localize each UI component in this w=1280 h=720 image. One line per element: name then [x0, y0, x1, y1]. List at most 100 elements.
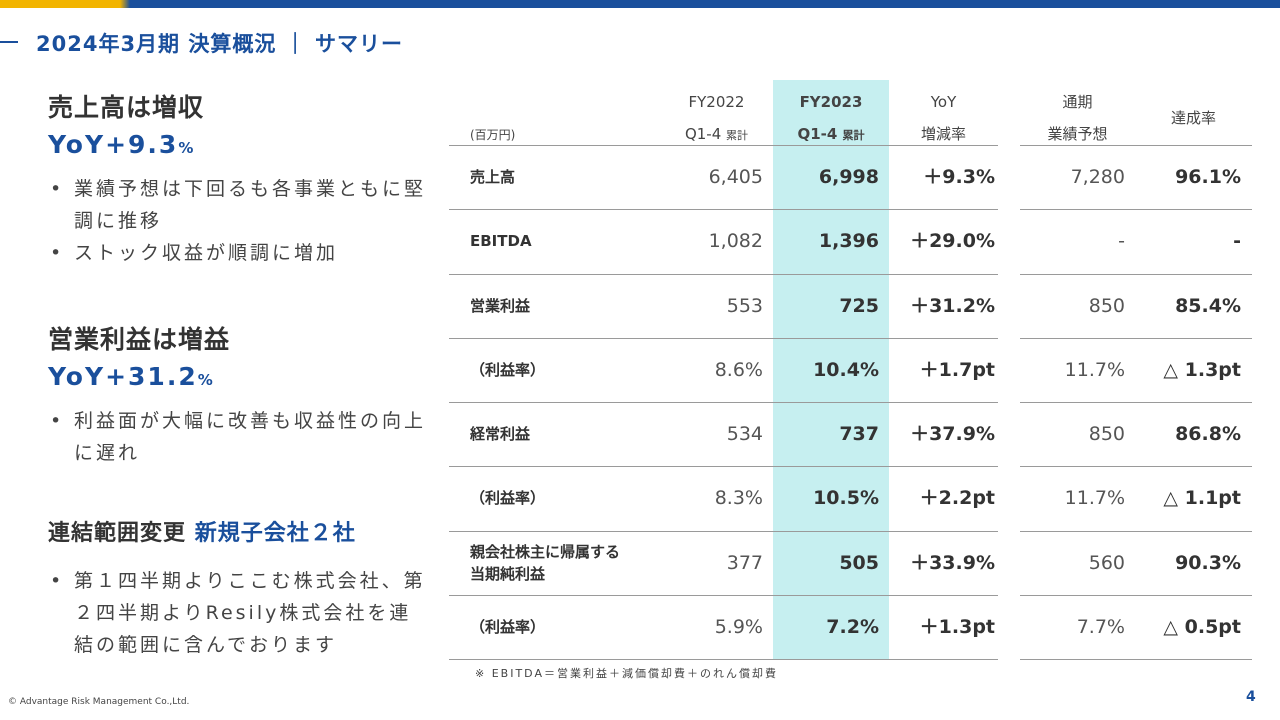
bullet-list: 第１四半期よりここむ株式会社、第２四半期よりResily株式会社を連結の範囲に含… [48, 565, 428, 661]
cell-value: 553 [726, 294, 763, 317]
summary-section: 営業利益は増益 YoY+31.2% 利益面が大幅に改善も収益性の向上に遅れ [48, 320, 428, 469]
row-label: 経常利益 [470, 425, 531, 444]
cell-value: ＋37.9% [910, 423, 995, 446]
row-rule [449, 659, 998, 660]
cell-value: 86.8% [1175, 423, 1241, 446]
cell-value: 7,280 [1070, 166, 1125, 189]
header-line: FY2022 [688, 93, 745, 111]
column-header: 達成率 [1135, 102, 1252, 134]
header-text: Q1-4 [684, 125, 722, 143]
bullet-list: 利益面が大幅に改善も収益性の向上に遅れ [48, 405, 428, 469]
cell-value: 377 [726, 551, 763, 574]
summary-section: 連結範囲変更 新規子会社２社 第１四半期よりここむ株式会社、第２四半期よりRes… [48, 515, 428, 661]
row-rule [449, 273, 998, 275]
header-line: 達成率 [1170, 109, 1216, 127]
column-header: FY2023 Q1-4 累計 [773, 86, 889, 152]
footnote: ※ EBITDA＝営業利益＋減価償却費＋のれん償却費 [475, 667, 778, 680]
header-text: 業績予想 [1047, 125, 1108, 143]
cell-value: 85.4% [1175, 294, 1241, 317]
cell-value: 725 [839, 294, 879, 317]
row-label: 売上高 [470, 168, 516, 187]
summary-yoy: YoY+9.3% [48, 130, 428, 159]
cell-value: 6,405 [708, 166, 763, 189]
cell-value: ＋33.9% [910, 551, 995, 574]
row-rule [1020, 402, 1252, 403]
cell-value: ＋1.7pt [919, 358, 995, 381]
row-rule [449, 145, 998, 146]
cell-value: ＋29.0% [910, 230, 995, 253]
cell-value: 96.1% [1175, 166, 1241, 189]
row-rule [1020, 273, 1252, 275]
row-rule [449, 337, 998, 339]
cell-value: - [1233, 230, 1241, 253]
cell-value: 11.7% [1064, 358, 1125, 381]
row-rule [449, 594, 998, 596]
row-rule [449, 209, 998, 211]
cell-value: 534 [726, 423, 763, 446]
heading-highlight: 新規子会社２社 [194, 521, 356, 546]
cell-value: 737 [839, 423, 879, 446]
yoy-value: YoY+9.3 [48, 130, 179, 159]
heading-text: 連結範囲変更 [48, 521, 187, 546]
highlight-column [773, 80, 889, 659]
bullet: ストック収益が順調に増加 [48, 237, 428, 269]
header-small: 累計 [726, 129, 749, 142]
title-dash [0, 41, 18, 43]
header-line: 業績予想 [1020, 118, 1135, 150]
cell-value: 6,998 [818, 166, 879, 189]
row-rule [1020, 659, 1252, 660]
header-small: 累計 [842, 129, 865, 142]
bullet: 第１四半期よりここむ株式会社、第２四半期よりResily株式会社を連結の範囲に含… [48, 565, 428, 661]
row-label: （利益率） [470, 489, 546, 508]
cell-value: ＋1.3pt [919, 615, 995, 638]
cell-value: 10.5% [813, 487, 879, 510]
header-line: 増減率 [889, 118, 998, 150]
cell-value: 505 [839, 551, 879, 574]
cell-value: △ 0.5pt [1163, 615, 1241, 638]
cell-value: 8.3% [714, 487, 763, 510]
bullet: 業績予想は下回るも各事業ともに堅調に推移 [48, 173, 428, 237]
header-line: 通期 [1062, 93, 1093, 111]
cell-value: 8.6% [714, 358, 763, 381]
top-bar [0, 0, 1280, 8]
cell-value: 11.7% [1064, 487, 1125, 510]
label-line: 親会社株主に帰属する [470, 542, 621, 561]
column-header: 通期 業績予想 [1020, 86, 1135, 150]
copyright: © Advantage Risk Management Co.,Ltd. [8, 697, 190, 707]
cell-value: 850 [1088, 294, 1125, 317]
summary-section: 売上高は増収 YoY+9.3% 業績予想は下回るも各事業ともに堅調に推移ストック… [48, 88, 428, 269]
cell-value: 90.3% [1175, 551, 1241, 574]
cell-value: △ 1.3pt [1163, 358, 1241, 381]
yoy-unit: % [197, 371, 215, 389]
row-label: （利益率） [470, 617, 546, 636]
header-text: 増減率 [920, 125, 966, 143]
summary-heading: 連結範囲変更 新規子会社２社 [48, 515, 428, 547]
summary-heading: 営業利益は増益 [48, 325, 231, 354]
row-rule [1020, 594, 1252, 596]
cell-value: 10.4% [813, 358, 879, 381]
column-header: FY2022 Q1-4 累計 [660, 86, 773, 152]
row-rule [449, 402, 998, 403]
row-rule [1020, 337, 1252, 339]
cell-value: 7.2% [826, 615, 879, 638]
summary-yoy: YoY+31.2% [48, 362, 428, 391]
header-text: Q1-4 [797, 125, 838, 143]
header-line: Q1-4 累計 [773, 118, 889, 152]
bullet: 利益面が大幅に改善も収益性の向上に遅れ [48, 405, 428, 469]
row-rule [1020, 145, 1252, 146]
cell-value: ＋31.2% [910, 294, 995, 317]
slide-title: 2024年3月期 決算概況 ｜ サマリー [36, 32, 403, 56]
cell-value: 850 [1088, 423, 1125, 446]
cell-value: △ 1.1pt [1163, 487, 1241, 510]
row-rule [449, 466, 998, 468]
yoy-value: YoY+31.2 [48, 362, 198, 391]
header-line: FY2023 [799, 93, 863, 111]
cell-value: 7.7% [1076, 615, 1125, 638]
cell-value: ＋9.3% [923, 166, 995, 189]
unit-label: (百万円) [470, 128, 516, 142]
row-rule [1020, 530, 1252, 532]
header-line: Q1-4 累計 [660, 118, 773, 152]
cell-value: 560 [1088, 551, 1125, 574]
summary-heading: 売上高は増収 [48, 93, 205, 122]
